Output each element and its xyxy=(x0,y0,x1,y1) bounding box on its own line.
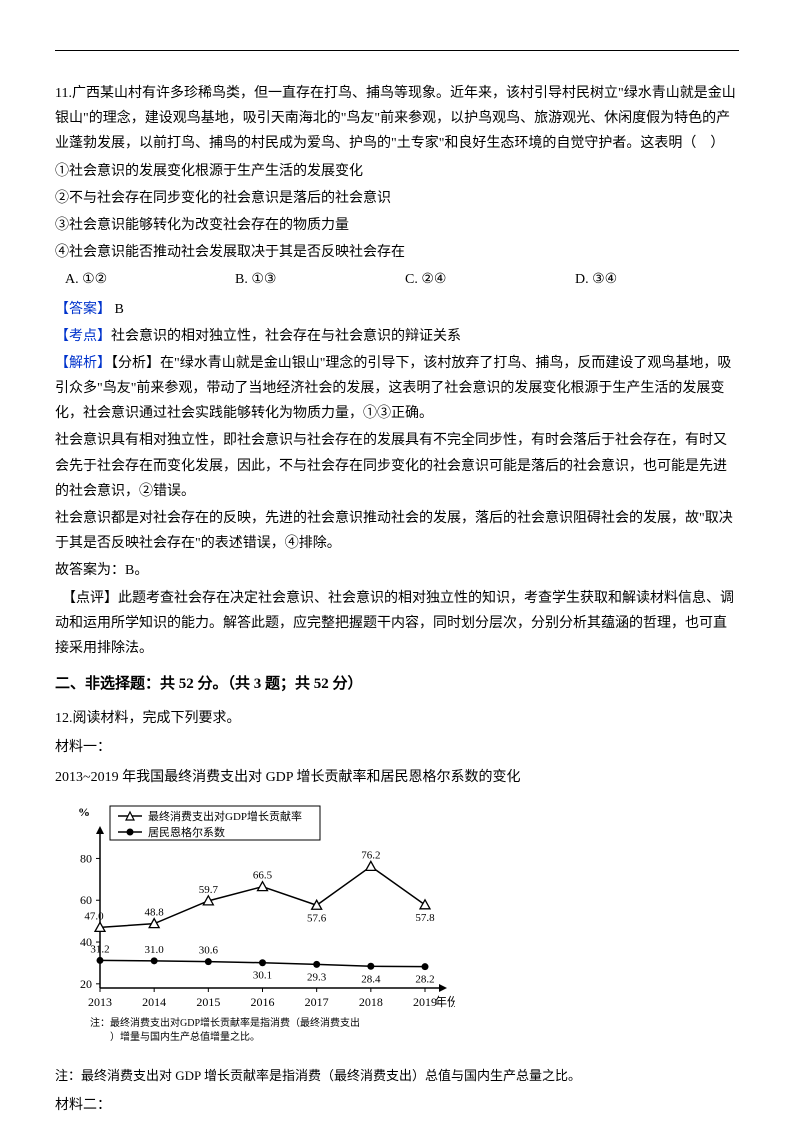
statement-1: ①社会意识的发展变化根源于生产生活的发展变化 xyxy=(55,159,739,184)
options-row: A. ①② B. ①③ C. ②④ D. ③④ xyxy=(55,267,739,292)
svg-text:28.2: 28.2 xyxy=(415,973,434,985)
svg-text:2018: 2018 xyxy=(359,995,383,1009)
jiexi-para2: 社会意识具有相对独立性，即社会意识与社会存在的发展具有不完全同步性，有时会落后于… xyxy=(55,428,739,504)
dianping-label: 【点评】 xyxy=(69,591,118,606)
svg-text:居民恩格尔系数: 居民恩格尔系数 xyxy=(148,825,225,839)
svg-text:31.0: 31.0 xyxy=(145,944,165,956)
option-b: B. ①③ xyxy=(235,267,405,292)
svg-text:2019: 2019 xyxy=(413,995,437,1009)
svg-text:2016: 2016 xyxy=(251,995,275,1009)
svg-text:30.1: 30.1 xyxy=(253,969,272,981)
kaodian-value: 社会意识的相对独立性，社会存在与社会意识的辩证关系 xyxy=(111,329,461,344)
answer-value: B xyxy=(111,302,124,317)
svg-text:66.5: 66.5 xyxy=(253,869,273,881)
svg-text:注：最终消费支出对GDP增长贡献率是指消费（最终消费支出: 注：最终消费支出对GDP增长贡献率是指消费（最终消费支出 xyxy=(90,1016,360,1029)
option-d: D. ③④ xyxy=(575,267,725,292)
svg-text:80: 80 xyxy=(80,851,92,865)
svg-text:47.0: 47.0 xyxy=(84,910,104,922)
material-1-title: 2013~2019 年我国最终消费支出对 GDP 增长贡献率和居民恩格尔系数的变… xyxy=(55,765,739,790)
statement-2: ②不与社会存在同步变化的社会意识是落后的社会意识 xyxy=(55,186,739,211)
jiexi-para4: 故答案为：B。 xyxy=(55,558,739,583)
statement-4: ④社会意识能否推动社会发展取决于其是否反映社会存在 xyxy=(55,240,739,265)
jiexi-para1: 【解析】【分析】在"绿水青山就是金山银山"理念的引导下，该村放弃了打鸟、捕鸟，反… xyxy=(55,351,739,427)
chart-container: %最终消费支出对GDP增长贡献率居民恩格尔系数20406080201320142… xyxy=(55,798,455,1058)
svg-text:59.7: 59.7 xyxy=(199,884,219,896)
svg-text:最终消费支出对GDP增长贡献率: 最终消费支出对GDP增长贡献率 xyxy=(148,809,302,823)
page-top-rule xyxy=(55,50,739,51)
svg-text:30.6: 30.6 xyxy=(199,944,219,956)
svg-text:%: % xyxy=(78,805,90,819)
answer-label: 【答案】 xyxy=(55,302,111,317)
svg-text:20: 20 xyxy=(80,977,92,991)
svg-text:76.2: 76.2 xyxy=(361,849,380,861)
svg-text:2017: 2017 xyxy=(305,995,329,1009)
svg-text:60: 60 xyxy=(80,893,92,907)
question-12: 12.阅读材料，完成下列要求。 xyxy=(55,706,739,731)
dianping-text: 此题考查社会存在决定社会意识、社会意识的相对独立性的知识，考查学生获取和解读材料… xyxy=(55,591,734,656)
fenxi-label: 【分析】 xyxy=(111,356,160,371)
svg-text:48.8: 48.8 xyxy=(145,906,165,918)
svg-text:29.3: 29.3 xyxy=(307,971,327,983)
svg-text:年份: 年份 xyxy=(435,995,455,1009)
material-2-label: 材料二： xyxy=(55,1093,739,1118)
option-a: A. ①② xyxy=(65,267,235,292)
jiexi-para3: 社会意识都是对社会存在的反映，先进的社会意识推动社会的发展，落后的社会意识阻碍社… xyxy=(55,506,739,556)
jiexi-label: 【解析】 xyxy=(55,356,111,371)
kaodian-label: 【考点】 xyxy=(55,329,111,344)
question-11-text: 11.广西某山村有许多珍稀鸟类，但一直存在打鸟、捕鸟等现象。近年来，该村引导村民… xyxy=(55,81,739,157)
chart-footnote: 注：最终消费支出对 GDP 增长贡献率是指消费（最终消费支出）总值与国内生产总量… xyxy=(55,1064,739,1087)
svg-text:57.6: 57.6 xyxy=(307,912,327,924)
svg-text:2015: 2015 xyxy=(196,995,220,1009)
section-2-title: 二、非选择题：共 52 分。（共 3 题；共 52 分） xyxy=(55,671,739,698)
option-c: C. ②④ xyxy=(405,267,575,292)
material-1-label: 材料一： xyxy=(55,735,739,760)
svg-text:57.8: 57.8 xyxy=(415,912,435,924)
dianping-para: 【点评】此题考查社会存在决定社会意识、社会意识的相对独立性的知识，考查学生获取和… xyxy=(55,586,739,662)
line-chart-svg: %最终消费支出对GDP增长贡献率居民恩格尔系数20406080201320142… xyxy=(55,798,455,1058)
kaodian-line: 【考点】社会意识的相对独立性，社会存在与社会意识的辩证关系 xyxy=(55,324,739,349)
statement-3: ③社会意识能够转化为改变社会存在的物质力量 xyxy=(55,213,739,238)
svg-text:2013: 2013 xyxy=(88,995,112,1009)
svg-text:）增量与国内生产总值增量之比。: ）增量与国内生产总值增量之比。 xyxy=(90,1030,260,1043)
svg-text:31.2: 31.2 xyxy=(90,943,109,955)
svg-text:28.4: 28.4 xyxy=(361,973,381,985)
answer-line: 【答案】 B xyxy=(55,297,739,322)
svg-text:2014: 2014 xyxy=(142,995,166,1009)
